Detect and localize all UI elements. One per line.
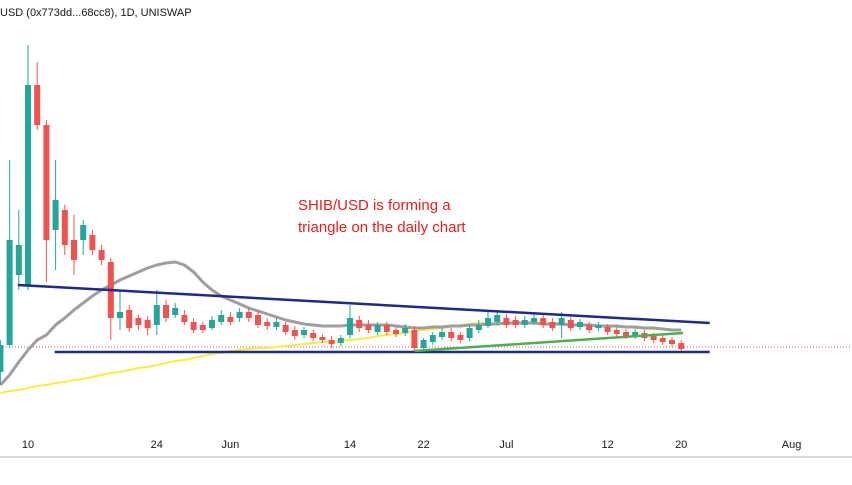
candle-body — [512, 320, 519, 325]
candle-body — [374, 325, 381, 332]
moving-average — [0, 260, 682, 387]
candle-body — [448, 332, 455, 338]
candle-body — [126, 310, 133, 328]
x-tick-label: Aug — [782, 439, 802, 451]
candle-body — [494, 315, 501, 322]
candle-body — [475, 325, 482, 330]
candle-body — [540, 318, 547, 325]
candle-body — [356, 320, 363, 328]
plot — [0, 45, 852, 394]
x-tick-label: 22 — [417, 439, 429, 451]
candle-body — [227, 317, 234, 322]
candle-body — [15, 245, 22, 275]
candle-body — [236, 312, 243, 318]
candle-body — [586, 325, 593, 330]
candle-body — [301, 330, 307, 335]
candle-body — [80, 225, 87, 240]
candle-body — [181, 315, 188, 322]
candle-body — [209, 320, 215, 328]
candle-body — [393, 330, 399, 334]
candle-body — [89, 235, 96, 250]
candle-body — [52, 200, 59, 230]
candle-body — [429, 335, 436, 342]
x-tick-label: Jun — [222, 439, 240, 451]
candle-body — [98, 250, 105, 260]
candle-body — [466, 328, 473, 338]
candle-body — [264, 322, 271, 326]
candle-body — [549, 322, 556, 328]
candle-body — [669, 340, 675, 344]
candle-body — [34, 85, 41, 125]
candle-body — [567, 320, 574, 328]
candle-body — [485, 318, 491, 326]
candle-body — [678, 343, 685, 349]
candle-body — [218, 315, 225, 322]
x-tick-label: 24 — [151, 439, 163, 451]
candle-body — [558, 318, 565, 325]
candle-body — [650, 336, 657, 340]
candle-body — [199, 325, 206, 330]
candle-body — [163, 305, 169, 318]
annotation: SHIB/USD is forming a — [298, 197, 451, 214]
candle-body — [71, 240, 77, 260]
candle-body — [411, 330, 418, 348]
candle-body — [144, 320, 151, 328]
candle-body — [457, 335, 464, 340]
candle-body — [595, 325, 602, 328]
candle-body — [632, 332, 639, 336]
candle-body — [531, 318, 537, 322]
candle-body — [420, 340, 427, 348]
candle-body — [328, 340, 335, 344]
candle-body — [310, 333, 317, 338]
candle-body — [623, 332, 629, 336]
candle-body — [402, 328, 409, 333]
candle-body — [577, 322, 583, 327]
candle-body — [503, 318, 510, 325]
candle-body — [439, 332, 445, 337]
candle-body — [25, 85, 31, 285]
candle-body — [282, 325, 289, 332]
candle-body — [245, 312, 252, 318]
candle-body — [153, 305, 160, 325]
candle-body — [61, 210, 68, 245]
candle-body — [172, 308, 179, 315]
candle-body — [0, 345, 4, 372]
candle-body — [604, 327, 611, 332]
candle-body — [255, 315, 261, 325]
x-tick-label: Jul — [499, 439, 513, 451]
candle-body — [659, 338, 666, 342]
candle-body — [6, 240, 13, 345]
candle-body — [347, 318, 353, 335]
x-tick-label: 20 — [675, 439, 687, 451]
candle-body — [117, 312, 123, 318]
candle-body — [365, 325, 372, 330]
candle-body — [383, 325, 390, 332]
candle-body — [521, 320, 528, 325]
trendline — [414, 331, 684, 353]
candle-body — [613, 330, 620, 334]
trendline — [17, 283, 710, 325]
candle-body — [190, 322, 197, 330]
candle-body — [319, 337, 326, 340]
candle-body — [43, 125, 50, 240]
candle-body — [135, 318, 142, 325]
annotation: triangle on the daily chart — [298, 219, 466, 236]
candle-body — [273, 322, 280, 327]
x-tick-label: 12 — [601, 439, 613, 451]
x-tick-label: 10 — [22, 439, 34, 451]
candle-body — [337, 338, 344, 343]
chart-title: USD (0x773dd...68cc8), 1D, UNISWAP — [0, 7, 192, 19]
x-tick-label: 14 — [344, 439, 356, 451]
candle-body — [291, 330, 298, 336]
